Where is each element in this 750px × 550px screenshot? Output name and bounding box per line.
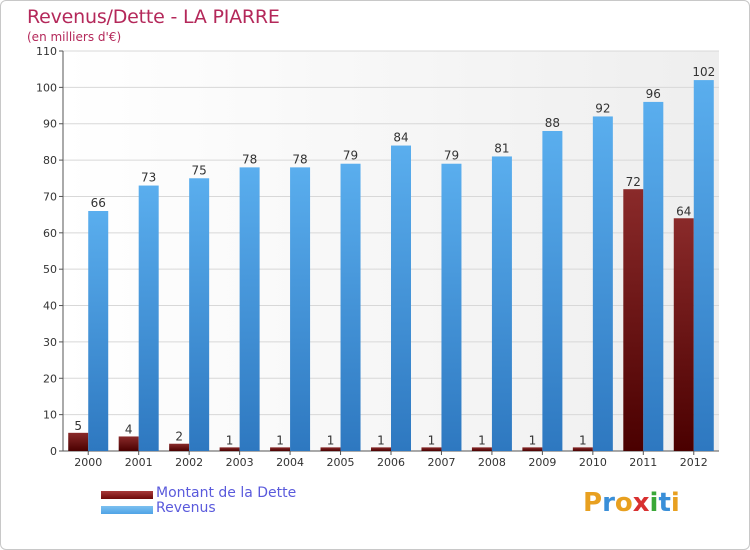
bar-dette xyxy=(623,189,644,451)
x-tick-label: 2011 xyxy=(629,456,657,469)
y-tick-label: 100 xyxy=(36,81,57,94)
y-tick-label: 60 xyxy=(43,227,57,240)
y-tick-label: 20 xyxy=(43,372,57,385)
data-label-revenus: 78 xyxy=(242,152,257,166)
legend-label-dette: Montant de la Dette xyxy=(156,485,297,501)
x-tick-label: 2012 xyxy=(680,456,708,469)
logo-letter: i xyxy=(649,488,659,518)
logo-letter: o xyxy=(614,488,633,518)
logo-letter: t xyxy=(658,488,671,518)
y-tick-label: 0 xyxy=(50,445,57,458)
bar-revenus xyxy=(340,163,361,451)
bar-dette xyxy=(68,432,89,451)
y-tick-label: 50 xyxy=(43,263,57,276)
data-label-dette: 2 xyxy=(175,430,183,444)
x-tick-label: 2008 xyxy=(478,456,506,469)
x-tick-label: 2001 xyxy=(125,456,153,469)
bar-dette xyxy=(270,447,291,451)
bar-revenus xyxy=(88,211,109,451)
legend-label-revenus: Revenus xyxy=(156,500,216,516)
x-tick-label: 2000 xyxy=(74,456,102,469)
data-label-dette: 1 xyxy=(478,433,486,447)
legend-swatch-dette xyxy=(101,491,153,499)
bar-dette xyxy=(320,447,341,451)
bar-dette xyxy=(673,218,694,451)
bar-dette xyxy=(471,447,492,451)
data-label-revenus: 84 xyxy=(393,131,408,145)
data-label-revenus: 92 xyxy=(595,101,610,115)
data-label-revenus: 79 xyxy=(444,149,459,163)
data-label-dette: 1 xyxy=(377,433,385,447)
logo-letter: x xyxy=(632,488,650,518)
proxiti-logo: Proxiti xyxy=(583,488,680,518)
data-label-dette: 1 xyxy=(579,433,587,447)
bar-dette xyxy=(169,443,190,451)
data-label-dette: 1 xyxy=(428,433,436,447)
bar-revenus xyxy=(138,185,159,451)
x-tick-label: 2003 xyxy=(226,456,254,469)
data-label-revenus: 75 xyxy=(192,163,207,177)
y-tick-label: 70 xyxy=(43,190,57,203)
bar-revenus xyxy=(693,80,714,451)
data-label-dette: 1 xyxy=(226,433,234,447)
bar-revenus xyxy=(592,116,613,452)
bar-revenus xyxy=(491,156,512,452)
data-label-dette: 1 xyxy=(276,433,284,447)
data-label-dette: 5 xyxy=(74,419,82,433)
data-label-revenus: 88 xyxy=(545,116,560,130)
x-tick-label: 2006 xyxy=(377,456,405,469)
data-label-revenus: 73 xyxy=(141,171,156,185)
x-tick-label: 2010 xyxy=(579,456,607,469)
chart-title: Revenus/Dette - LA PIARRE xyxy=(27,6,280,28)
logo-letter: r xyxy=(602,488,615,518)
data-label-dette: 72 xyxy=(626,175,641,189)
logo-letter: i xyxy=(670,488,680,518)
bar-dette xyxy=(219,447,240,451)
data-label-revenus: 102 xyxy=(692,65,715,79)
bar-revenus xyxy=(391,145,411,451)
chart-subtitle: (en milliers d'€) xyxy=(27,30,122,44)
x-tick-label: 2007 xyxy=(427,456,455,469)
bar-dette xyxy=(572,447,593,451)
bar-revenus xyxy=(290,167,311,451)
y-tick-label: 80 xyxy=(43,154,57,167)
bar-revenus xyxy=(643,101,664,451)
bar-dette xyxy=(371,447,391,451)
x-tick-label: 2002 xyxy=(175,456,203,469)
data-label-dette: 64 xyxy=(676,204,691,218)
bar-dette xyxy=(421,447,442,451)
x-tick-label: 2009 xyxy=(528,456,556,469)
data-label-dette: 1 xyxy=(529,433,537,447)
data-label-dette: 1 xyxy=(327,433,335,447)
x-tick-label: 2005 xyxy=(327,456,355,469)
bar-dette xyxy=(522,447,543,451)
data-label-dette: 4 xyxy=(125,422,133,436)
bar-revenus xyxy=(542,131,563,451)
y-tick-label: 40 xyxy=(43,300,57,313)
bar-revenus xyxy=(189,178,210,452)
logo-letter: P xyxy=(583,488,603,518)
bar-revenus xyxy=(441,163,462,451)
y-tick-label: 30 xyxy=(43,336,57,349)
y-tick-label: 90 xyxy=(43,118,57,131)
bar-dette xyxy=(118,436,139,451)
x-tick-label: 2004 xyxy=(276,456,304,469)
legend-swatch-revenus xyxy=(101,506,153,514)
y-tick-label: 110 xyxy=(36,45,57,58)
data-label-revenus: 79 xyxy=(343,149,358,163)
bar-revenus xyxy=(239,167,260,451)
data-label-revenus: 78 xyxy=(292,152,307,166)
data-label-revenus: 96 xyxy=(646,87,661,101)
data-label-revenus: 81 xyxy=(494,141,509,155)
data-label-revenus: 66 xyxy=(91,196,106,210)
y-tick-label: 10 xyxy=(43,409,57,422)
